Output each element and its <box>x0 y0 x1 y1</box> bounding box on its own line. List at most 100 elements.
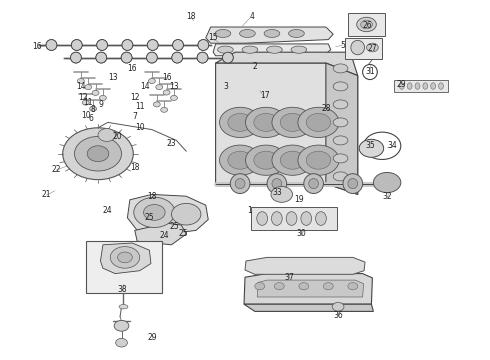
Circle shape <box>156 85 163 90</box>
Ellipse shape <box>172 40 183 50</box>
Circle shape <box>306 113 331 131</box>
Ellipse shape <box>361 20 372 29</box>
Text: 17: 17 <box>260 91 270 100</box>
Ellipse shape <box>333 82 348 91</box>
Circle shape <box>228 113 252 131</box>
Ellipse shape <box>333 118 348 127</box>
Text: 25: 25 <box>179 230 189 239</box>
Text: 27: 27 <box>368 44 377 53</box>
Circle shape <box>254 113 278 131</box>
Bar <box>394 80 448 92</box>
Text: 11: 11 <box>83 98 93 107</box>
Circle shape <box>280 113 305 131</box>
Ellipse shape <box>423 83 428 89</box>
Ellipse shape <box>357 17 376 32</box>
Text: 28: 28 <box>321 104 331 112</box>
Text: 6: 6 <box>88 114 93 123</box>
Circle shape <box>220 107 261 138</box>
Circle shape <box>271 186 293 202</box>
Ellipse shape <box>46 40 57 50</box>
Bar <box>348 13 385 36</box>
Polygon shape <box>245 257 365 274</box>
Ellipse shape <box>439 83 443 89</box>
Polygon shape <box>127 194 208 234</box>
Circle shape <box>163 90 170 95</box>
Ellipse shape <box>71 52 81 63</box>
Text: 21: 21 <box>42 190 51 199</box>
Circle shape <box>228 151 252 169</box>
Circle shape <box>85 85 92 90</box>
Text: 18: 18 <box>186 12 196 21</box>
Text: 19: 19 <box>294 195 304 204</box>
Ellipse shape <box>333 64 348 73</box>
Ellipse shape <box>222 52 233 63</box>
Circle shape <box>82 100 89 105</box>
Ellipse shape <box>222 52 233 63</box>
Circle shape <box>87 146 109 162</box>
Ellipse shape <box>267 174 287 194</box>
Ellipse shape <box>333 154 348 163</box>
Text: 35: 35 <box>365 141 375 150</box>
Circle shape <box>274 283 284 290</box>
Ellipse shape <box>97 40 107 50</box>
Ellipse shape <box>399 83 404 89</box>
Text: 29: 29 <box>147 333 157 342</box>
Text: 11: 11 <box>135 102 145 111</box>
Text: 7: 7 <box>132 112 137 121</box>
Ellipse shape <box>333 172 348 181</box>
Ellipse shape <box>343 174 363 194</box>
Circle shape <box>63 128 133 180</box>
Ellipse shape <box>121 52 132 63</box>
Ellipse shape <box>172 52 183 63</box>
Text: 8: 8 <box>91 105 96 114</box>
Circle shape <box>220 145 261 175</box>
Circle shape <box>323 283 333 290</box>
Polygon shape <box>326 63 358 194</box>
Text: 10: 10 <box>81 111 91 120</box>
Ellipse shape <box>272 179 282 189</box>
Ellipse shape <box>215 30 231 37</box>
Text: 13: 13 <box>169 82 179 91</box>
Circle shape <box>332 302 344 311</box>
Ellipse shape <box>72 40 82 50</box>
Text: 18: 18 <box>130 163 140 172</box>
Circle shape <box>280 151 305 169</box>
Ellipse shape <box>316 212 326 225</box>
Circle shape <box>90 106 97 111</box>
Circle shape <box>114 320 129 331</box>
Ellipse shape <box>198 40 209 50</box>
Ellipse shape <box>218 46 233 53</box>
Ellipse shape <box>431 83 436 89</box>
Bar <box>86 241 162 293</box>
Text: 23: 23 <box>167 139 176 148</box>
Ellipse shape <box>267 46 282 53</box>
Ellipse shape <box>304 174 323 194</box>
Polygon shape <box>100 243 151 274</box>
Circle shape <box>161 107 168 112</box>
Ellipse shape <box>147 40 158 50</box>
Ellipse shape <box>46 40 57 50</box>
Circle shape <box>172 203 201 225</box>
Circle shape <box>272 145 313 175</box>
Text: 29: 29 <box>397 80 407 89</box>
Text: 13: 13 <box>108 73 118 82</box>
Circle shape <box>359 139 384 157</box>
Circle shape <box>245 145 287 175</box>
Circle shape <box>92 90 99 95</box>
Bar <box>345 38 382 59</box>
Ellipse shape <box>309 179 318 189</box>
Circle shape <box>272 107 313 138</box>
Ellipse shape <box>240 30 255 37</box>
Circle shape <box>298 107 339 138</box>
Circle shape <box>245 107 287 138</box>
Circle shape <box>77 78 84 84</box>
Circle shape <box>99 95 106 100</box>
Text: 24: 24 <box>159 231 169 240</box>
Text: 1: 1 <box>247 206 252 215</box>
Polygon shape <box>244 274 372 304</box>
Ellipse shape <box>415 83 420 89</box>
Text: 12: 12 <box>130 93 140 102</box>
Ellipse shape <box>122 40 133 50</box>
Circle shape <box>254 151 278 169</box>
Text: 18: 18 <box>147 192 157 201</box>
